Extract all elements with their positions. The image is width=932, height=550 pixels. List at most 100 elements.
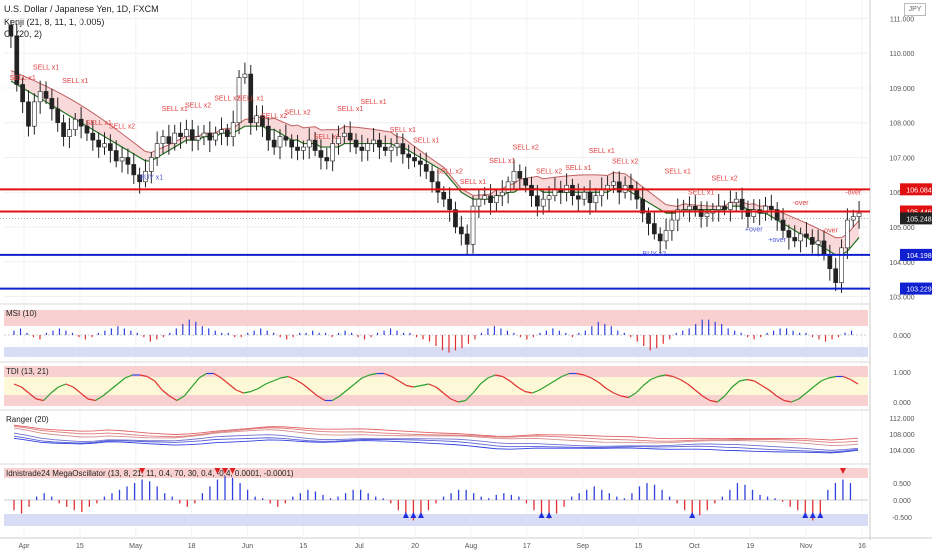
candle-body <box>435 181 441 193</box>
tdi-segment <box>657 374 666 378</box>
tdi-segment <box>716 395 726 403</box>
last-price-tag <box>900 212 932 225</box>
candle-body <box>72 118 78 130</box>
signal-label: SELL x1 <box>360 99 386 106</box>
candle-body <box>318 150 324 158</box>
tdi-segment <box>228 383 237 391</box>
signal-label: SELL x1 <box>238 96 264 103</box>
tdi-segment <box>724 386 733 397</box>
buy-triangle-marker <box>410 512 417 518</box>
candle-body <box>295 146 300 151</box>
tdi-segment <box>250 387 259 393</box>
tdi-segment <box>495 374 503 378</box>
last-price-label: 105.248 <box>906 216 931 223</box>
candle-body <box>780 219 786 231</box>
signal-label: SELL x1 <box>337 106 363 113</box>
mega-tick-label: 0.500 <box>893 481 911 488</box>
ranger-tick-label: 112.000 <box>890 416 915 423</box>
candle-body <box>90 132 96 141</box>
tdi-segment <box>369 372 377 376</box>
time-tick-label: Jun <box>242 543 253 550</box>
signal-label: SELL x1 <box>565 165 591 172</box>
time-tick-label: 16 <box>858 543 866 550</box>
oi-indicator-label[interactable]: OI (20, 2) <box>4 29 43 39</box>
buy-triangle-marker <box>809 512 816 518</box>
candle-body <box>845 219 850 249</box>
candle-body <box>371 139 376 144</box>
tdi-segment <box>591 377 600 384</box>
candle-body <box>289 139 295 148</box>
tdi-segment <box>842 375 851 381</box>
tdi-segment <box>605 387 614 394</box>
level-price-tag <box>900 282 932 295</box>
signal-label: SELL x1 <box>589 148 615 155</box>
candle-body <box>634 188 640 200</box>
mega-tick-label: 0.000 <box>893 498 911 505</box>
candle-body <box>763 205 768 214</box>
candle-body <box>312 139 318 151</box>
signal-label: SELL x1 <box>390 127 416 134</box>
tdi-segment <box>413 384 422 388</box>
time-tick-label: Sep <box>576 543 589 550</box>
currency-badge[interactable]: JPY <box>904 3 926 16</box>
ranger-tick-label: 108.000 <box>889 432 914 439</box>
tdi-segment <box>450 398 459 403</box>
tdi-segment <box>183 386 193 397</box>
tdi-segment <box>532 389 540 394</box>
candle-body <box>798 233 803 242</box>
signal-label: SELL x2 <box>513 144 539 151</box>
candle-body <box>172 132 178 144</box>
candle-body <box>336 136 341 144</box>
candle-body <box>219 129 224 134</box>
candle-body <box>470 205 476 245</box>
candle-body <box>119 157 125 162</box>
tdi-segment <box>554 375 563 382</box>
sell-triangle-marker <box>214 468 221 474</box>
tdi-segment <box>169 395 178 402</box>
buy-triangle-marker <box>417 512 424 518</box>
tdi-segment <box>628 392 637 399</box>
sell-triangle-marker <box>229 468 236 474</box>
tdi-segment <box>798 392 807 400</box>
tdi-segment <box>235 389 244 394</box>
mega-tick-label: -0.500 <box>892 515 912 522</box>
signal-label: BUY x2 <box>643 251 667 258</box>
price-tick-label: 108.000 <box>889 121 914 128</box>
time-tick-label: Nov <box>800 543 813 550</box>
kenji-band <box>10 70 860 255</box>
tdi-lower-zone <box>4 395 868 406</box>
time-tick-label: Jul <box>355 543 364 550</box>
tdi-segment <box>458 399 466 403</box>
candle-body <box>365 143 371 151</box>
price-tick-label: 103.000 <box>889 295 914 302</box>
candle-body <box>739 198 745 210</box>
tdi-segment <box>702 395 711 402</box>
candle-body <box>722 205 727 210</box>
tdi-segment <box>635 385 644 394</box>
signal-label: SELL x2 <box>536 169 562 176</box>
candle-body <box>809 237 815 245</box>
tdi-segment <box>146 375 155 382</box>
candle-body <box>652 223 657 235</box>
tdi-segment <box>398 380 407 387</box>
signal-label: SELL x1 <box>10 75 36 82</box>
candle-body <box>301 146 306 151</box>
candle-body <box>330 143 335 162</box>
tdi-segment <box>154 380 163 391</box>
candle-body <box>792 237 798 242</box>
kenji-indicator-label[interactable]: Kenji (21, 8, 11, 1, 0.005) <box>4 17 105 27</box>
level-price-tag <box>900 248 932 261</box>
tdi-segment <box>58 383 67 388</box>
tdi-segment <box>746 378 755 382</box>
ranger-tick-label: 104.000 <box>889 448 914 455</box>
signal-label: SELL x2 <box>437 169 463 176</box>
candle-body <box>640 198 645 214</box>
candle-body <box>575 195 581 200</box>
tdi-segment <box>487 374 496 379</box>
buy-triangle-marker <box>402 512 409 518</box>
time-tick-label: Aug <box>465 543 478 550</box>
tdi-segment <box>198 372 207 379</box>
tdi-segment <box>391 375 400 382</box>
candle-body <box>675 209 681 221</box>
